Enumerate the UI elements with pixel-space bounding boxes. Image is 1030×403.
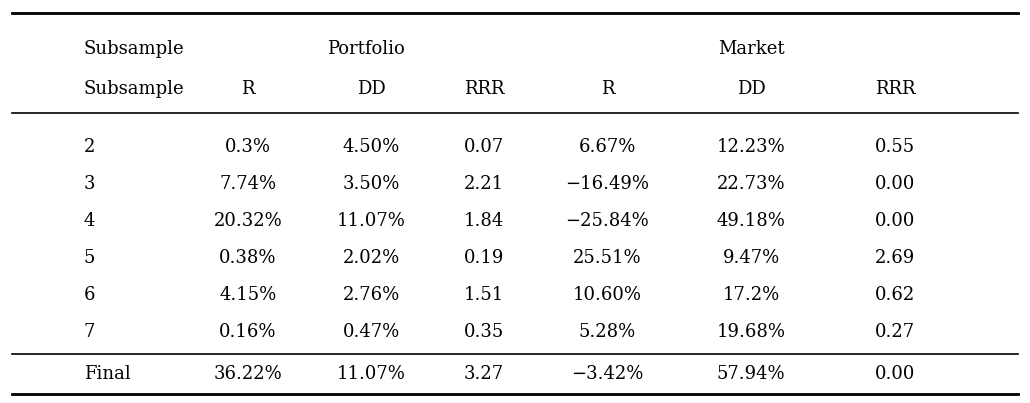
Text: R: R (241, 81, 254, 98)
Text: 19.68%: 19.68% (717, 322, 786, 341)
Text: 12.23%: 12.23% (717, 139, 786, 156)
Text: 2.76%: 2.76% (343, 286, 400, 304)
Text: 4.50%: 4.50% (343, 139, 400, 156)
Text: 0.07: 0.07 (465, 139, 505, 156)
Text: 0.27: 0.27 (876, 322, 915, 341)
Text: 1.84: 1.84 (465, 212, 505, 230)
Text: 7: 7 (83, 322, 95, 341)
Text: 0.3%: 0.3% (225, 139, 271, 156)
Text: 1.51: 1.51 (465, 286, 505, 304)
Text: 0.35: 0.35 (465, 322, 505, 341)
Text: 4.15%: 4.15% (219, 286, 276, 304)
Text: 0.47%: 0.47% (343, 322, 400, 341)
Text: 2.69: 2.69 (874, 249, 916, 267)
Text: −25.84%: −25.84% (565, 212, 649, 230)
Text: 25.51%: 25.51% (573, 249, 642, 267)
Text: 2: 2 (83, 139, 95, 156)
Text: Final: Final (83, 365, 131, 382)
Text: 2.02%: 2.02% (343, 249, 400, 267)
Text: 5: 5 (83, 249, 95, 267)
Text: 20.32%: 20.32% (213, 212, 282, 230)
Text: Portfolio: Portfolio (328, 40, 405, 58)
Text: 2.21: 2.21 (465, 175, 505, 193)
Text: DD: DD (736, 81, 765, 98)
Text: 0.62: 0.62 (874, 286, 916, 304)
Text: 7.74%: 7.74% (219, 175, 276, 193)
Text: 9.47%: 9.47% (723, 249, 780, 267)
Text: 10.60%: 10.60% (573, 286, 642, 304)
Text: 11.07%: 11.07% (337, 212, 406, 230)
Text: 6: 6 (83, 286, 95, 304)
Text: 57.94%: 57.94% (717, 365, 786, 382)
Text: DD: DD (356, 81, 385, 98)
Text: 0.55: 0.55 (876, 139, 915, 156)
Text: 5.28%: 5.28% (579, 322, 637, 341)
Text: 49.18%: 49.18% (717, 212, 786, 230)
Text: 0.19: 0.19 (464, 249, 505, 267)
Text: Subsample: Subsample (83, 40, 184, 58)
Text: 0.00: 0.00 (874, 365, 916, 382)
Text: 11.07%: 11.07% (337, 365, 406, 382)
Text: 6.67%: 6.67% (579, 139, 637, 156)
Text: RRR: RRR (874, 81, 916, 98)
Text: 36.22%: 36.22% (213, 365, 282, 382)
Text: 0.16%: 0.16% (219, 322, 277, 341)
Text: 0.00: 0.00 (874, 212, 916, 230)
Text: RRR: RRR (464, 81, 505, 98)
Text: 17.2%: 17.2% (723, 286, 780, 304)
Text: 3.27: 3.27 (465, 365, 505, 382)
Text: 4: 4 (83, 212, 95, 230)
Text: Market: Market (718, 40, 785, 58)
Text: 0.00: 0.00 (874, 175, 916, 193)
Text: 3: 3 (83, 175, 95, 193)
Text: Subsample: Subsample (83, 81, 184, 98)
Text: R: R (600, 81, 614, 98)
Text: 22.73%: 22.73% (717, 175, 786, 193)
Text: 0.38%: 0.38% (219, 249, 277, 267)
Text: 3.50%: 3.50% (343, 175, 400, 193)
Text: −3.42%: −3.42% (572, 365, 644, 382)
Text: −16.49%: −16.49% (565, 175, 650, 193)
